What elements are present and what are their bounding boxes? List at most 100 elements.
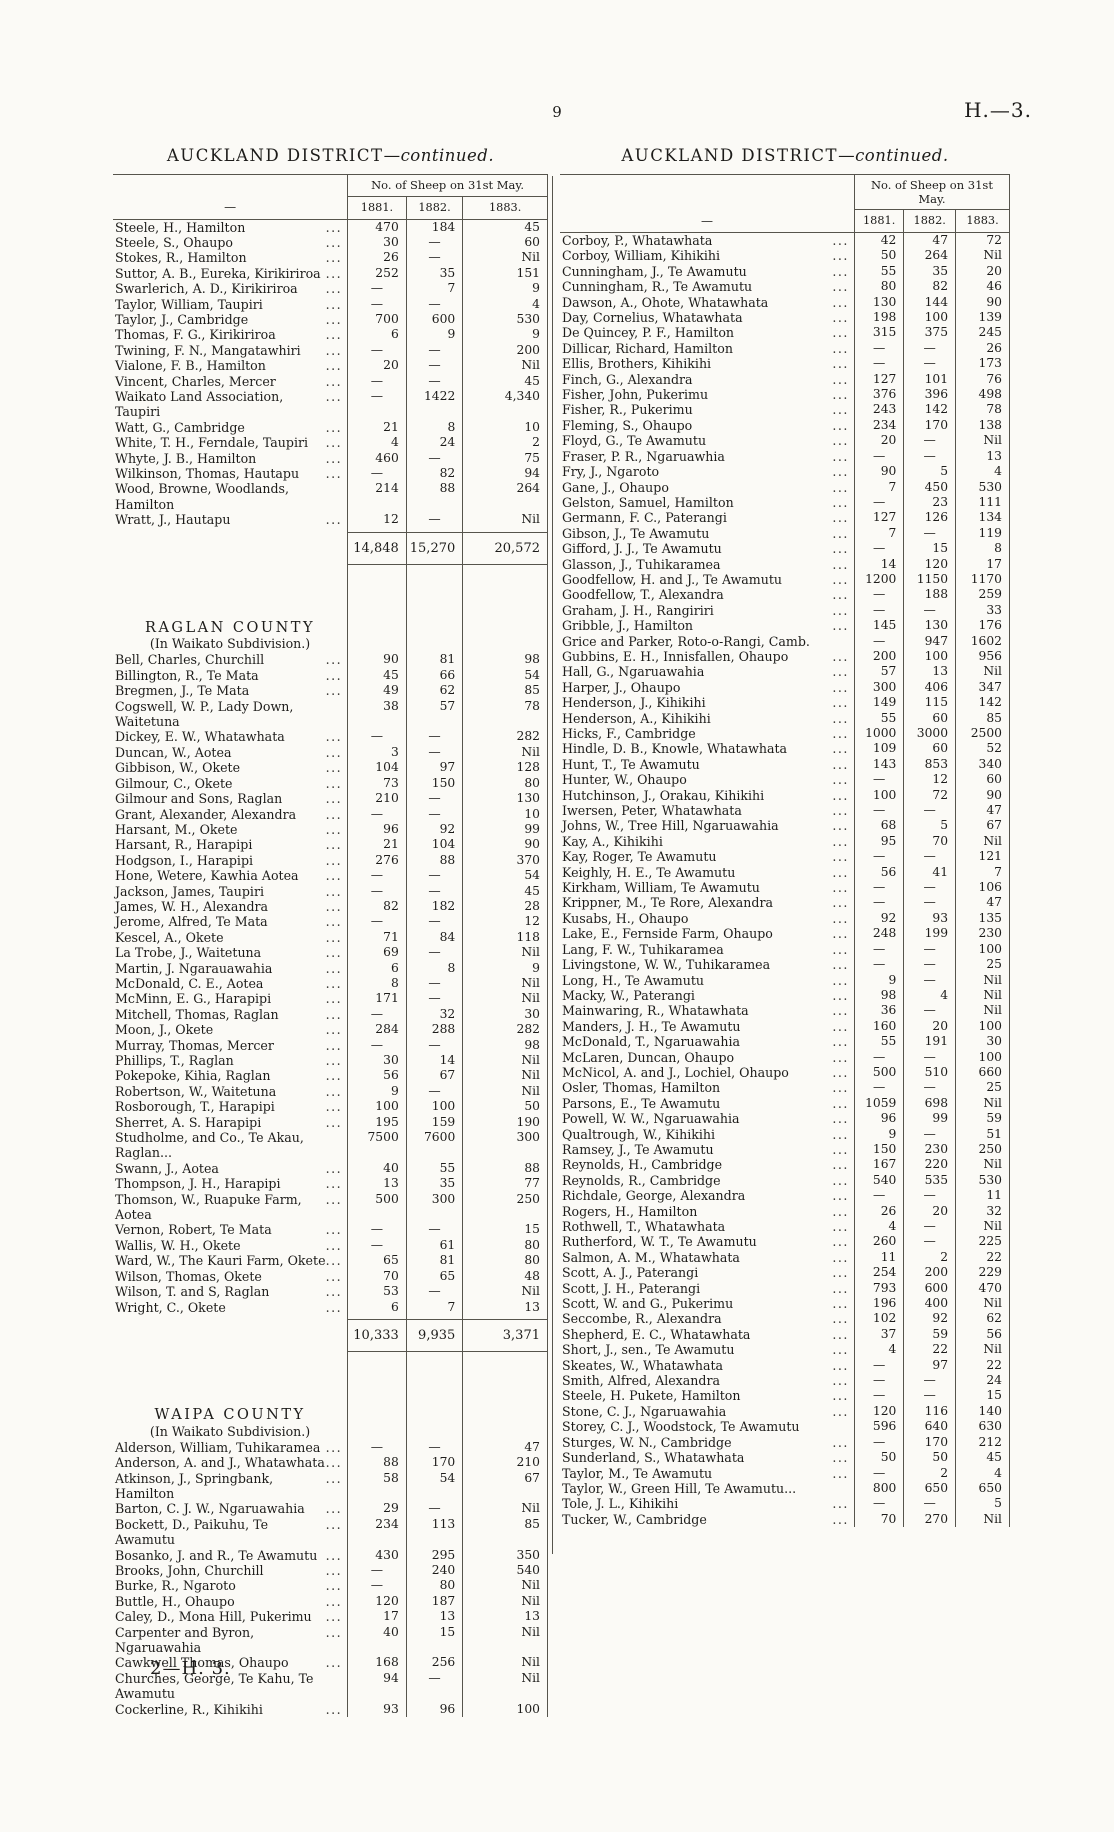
dot-leader: ... bbox=[325, 1160, 343, 1176]
owner-name: Barton, C. J. W., Ngaruawahia bbox=[115, 1501, 305, 1517]
sheep-count-value: — bbox=[903, 1496, 956, 1512]
sheep-count-value: 62 bbox=[955, 1311, 1010, 1327]
sheep-count-value: 9 bbox=[462, 327, 548, 343]
sheep-count-value: 54 bbox=[462, 667, 548, 684]
owner-name-cell: Jerome, Alfred, Te Mata... bbox=[113, 914, 348, 929]
sheep-count-value: 284 bbox=[347, 1022, 407, 1038]
sheep-count-value: 35 bbox=[405, 265, 463, 282]
owner-name-cell: Kusabs, H., Ohaupo... bbox=[560, 911, 854, 926]
sheep-count-value: 60 bbox=[903, 710, 956, 726]
owner-name: Gane, J., Ohaupo bbox=[562, 479, 669, 495]
owner-name-cell: Lang, F. W., Tuhikaramea... bbox=[560, 942, 854, 957]
sheep-count-value: — bbox=[853, 340, 904, 357]
owner-name: Mitchell, Thomas, Raglan bbox=[115, 1006, 279, 1022]
sheep-count-value: 97 bbox=[405, 760, 463, 776]
sheep-count-value: — bbox=[405, 1439, 463, 1456]
owner-name: Wilson, Thomas, Okete bbox=[115, 1268, 262, 1284]
sheep-count-value: 171 bbox=[347, 991, 407, 1007]
owner-name-cell: Studholme, and Co., Te Akau, Raglan... bbox=[113, 1130, 348, 1161]
owner-name: Johns, W., Tree Hill, Ngaruawahia bbox=[562, 818, 779, 834]
sheep-count-value: — bbox=[903, 957, 956, 973]
table-row: Stokes, R., Hamilton... 26— Nil bbox=[113, 250, 548, 266]
owner-name-cell: Hodgson, I., Harapipi... bbox=[113, 853, 348, 868]
sheep-count-value: — bbox=[405, 1501, 463, 1517]
dot-leader: ... bbox=[832, 448, 849, 464]
owner-name: Long, H., Te Awamutu bbox=[562, 972, 705, 988]
table-row: Hunter, W., Ohaupo... —12 60 bbox=[560, 772, 1010, 788]
sheep-count-value: Nil bbox=[462, 975, 548, 992]
sheep-count-value: 30 bbox=[347, 1053, 407, 1069]
owner-name: Livingstone, W. W., Tuhikaramea bbox=[562, 957, 771, 973]
sheep-count-value: 13 bbox=[955, 448, 1010, 465]
sheep-count-value: 187 bbox=[405, 1593, 463, 1610]
sheep-count-value: 56 bbox=[347, 1068, 407, 1084]
owner-name: Rutherford, W. T., Te Awamutu bbox=[562, 1234, 757, 1250]
table-row: Floyd, G., Te Awamutu... 20— Nil bbox=[560, 433, 1010, 449]
sheep-count-value: 25 bbox=[955, 957, 1010, 973]
owner-name: Martin, J. Ngarauawahia bbox=[115, 960, 273, 976]
owner-name: Ward, W., The Kauri Farm, Okete bbox=[115, 1253, 326, 1269]
sheep-count-value: 300 bbox=[462, 1130, 548, 1161]
sheep-count-value: 144 bbox=[903, 294, 956, 311]
owner-name: Vialone, F. B., Hamilton bbox=[115, 358, 266, 374]
table-row: Osler, Thomas, Hamilton... — —25 bbox=[560, 1080, 1010, 1096]
sheep-count-value: 264 bbox=[903, 248, 956, 264]
sheep-count-value: 62 bbox=[405, 683, 463, 699]
sheep-count-value: — bbox=[903, 602, 956, 619]
sheep-count-value: — bbox=[853, 1080, 904, 1096]
dot-leader: ... bbox=[832, 1450, 849, 1466]
sheep-count-value: 70 bbox=[903, 833, 956, 850]
table-row: Kescel, A., Okete... 71 84 118 bbox=[113, 929, 548, 946]
table-row: Fisher, John, Pukerimu... 376 396 498 bbox=[560, 387, 1010, 403]
owner-name-cell: Swann, J., Aotea... bbox=[113, 1161, 348, 1176]
owner-name-cell: Germann, F. C., Paterangi... bbox=[560, 510, 854, 525]
owner-name: Macky, W., Paterangi bbox=[562, 987, 695, 1003]
table-row: Vernon, Robert, Te Mata... — —15 bbox=[113, 1222, 548, 1238]
dot-leader: ... bbox=[325, 806, 343, 822]
sheep-count-value: 30 bbox=[462, 1006, 548, 1023]
sheep-count-value: 14 bbox=[405, 1053, 463, 1069]
dot-leader: ... bbox=[832, 772, 849, 788]
table-row: Rothwell, T., Whatawhata... 4— Nil bbox=[560, 1219, 1010, 1235]
owner-name: Caley, D., Mona Hill, Pukerimu bbox=[115, 1609, 312, 1625]
sheep-count-value: 15 bbox=[405, 1624, 463, 1656]
sheep-count-value: Nil bbox=[955, 1157, 1010, 1173]
owner-name: Harsant, M., Okete bbox=[115, 821, 238, 837]
owner-name-cell: Phillips, T., Raglan... bbox=[113, 1053, 348, 1068]
table-row: Reynolds, R., Cambridge... 540 535 530 bbox=[560, 1172, 1010, 1189]
dot-leader: ... bbox=[325, 219, 343, 235]
sheep-count-value: 470 bbox=[347, 219, 407, 235]
sheep-count-value: 126 bbox=[903, 510, 956, 526]
table-row: Gilmour, C., Okete... 73 150 80 bbox=[113, 775, 548, 792]
sheep-count-value: 225 bbox=[955, 1234, 1010, 1250]
table-row: McDonald, T., Ngaruawahia... 55 191 30 bbox=[560, 1034, 1010, 1050]
dot-leader: ... bbox=[832, 602, 849, 618]
owner-name-cell: Gelston, Samuel, Hamilton... bbox=[560, 495, 854, 510]
dot-leader: ... bbox=[832, 756, 849, 772]
table-row: Hindle, D. B., Knowle, Whatawhata... 109 6… bbox=[560, 741, 1010, 757]
dot-leader: ... bbox=[832, 1111, 849, 1127]
owner-name-cell: Storey, C. J., Woodstock, Te Awamutu bbox=[560, 1419, 854, 1434]
owner-name-cell: Thompson, J. H., Harapipi... bbox=[113, 1176, 348, 1191]
owner-name: Qualtrough, W., Kihikihi bbox=[562, 1126, 716, 1142]
dot-leader: ... bbox=[832, 1049, 849, 1065]
owner-name-cell: Long, H., Te Awamutu... bbox=[560, 973, 854, 988]
sheep-count-value: 315 bbox=[853, 325, 904, 341]
sheep-count-value: — bbox=[405, 1284, 463, 1300]
owner-name-cell: Sunderland, S., Whatawhata... bbox=[560, 1450, 854, 1465]
sheep-count-value: 600 bbox=[405, 311, 463, 328]
table-row: De Quincey, P. F., Hamilton... 315 375 245 bbox=[560, 325, 1010, 341]
dot-leader: ... bbox=[325, 1253, 343, 1269]
owner-name: Grice and Parker, Roto-o-Rangi, Camb. bbox=[562, 633, 810, 649]
table-row: Taylor, J., Cambridge... 700 600 530 bbox=[113, 311, 548, 328]
dot-leader: ... bbox=[325, 1268, 343, 1284]
sheep-count-value: 376 bbox=[853, 387, 904, 403]
dot-leader: ... bbox=[832, 1265, 849, 1281]
owner-name-cell: Skeates, W., Whatawhata... bbox=[560, 1358, 854, 1373]
owner-name-cell: Cunningham, J., Te Awamutu... bbox=[560, 264, 854, 279]
table-row: Harsant, R., Harapipi... 21 104 90 bbox=[113, 837, 548, 853]
sheep-count-value: 56 bbox=[955, 1326, 1010, 1343]
dot-leader: ... bbox=[325, 373, 343, 389]
district-title-left: AUCKLAND DISTRICT—continued. bbox=[113, 146, 548, 165]
owner-name: Dickey, E. W., Whatawhata bbox=[115, 729, 285, 745]
